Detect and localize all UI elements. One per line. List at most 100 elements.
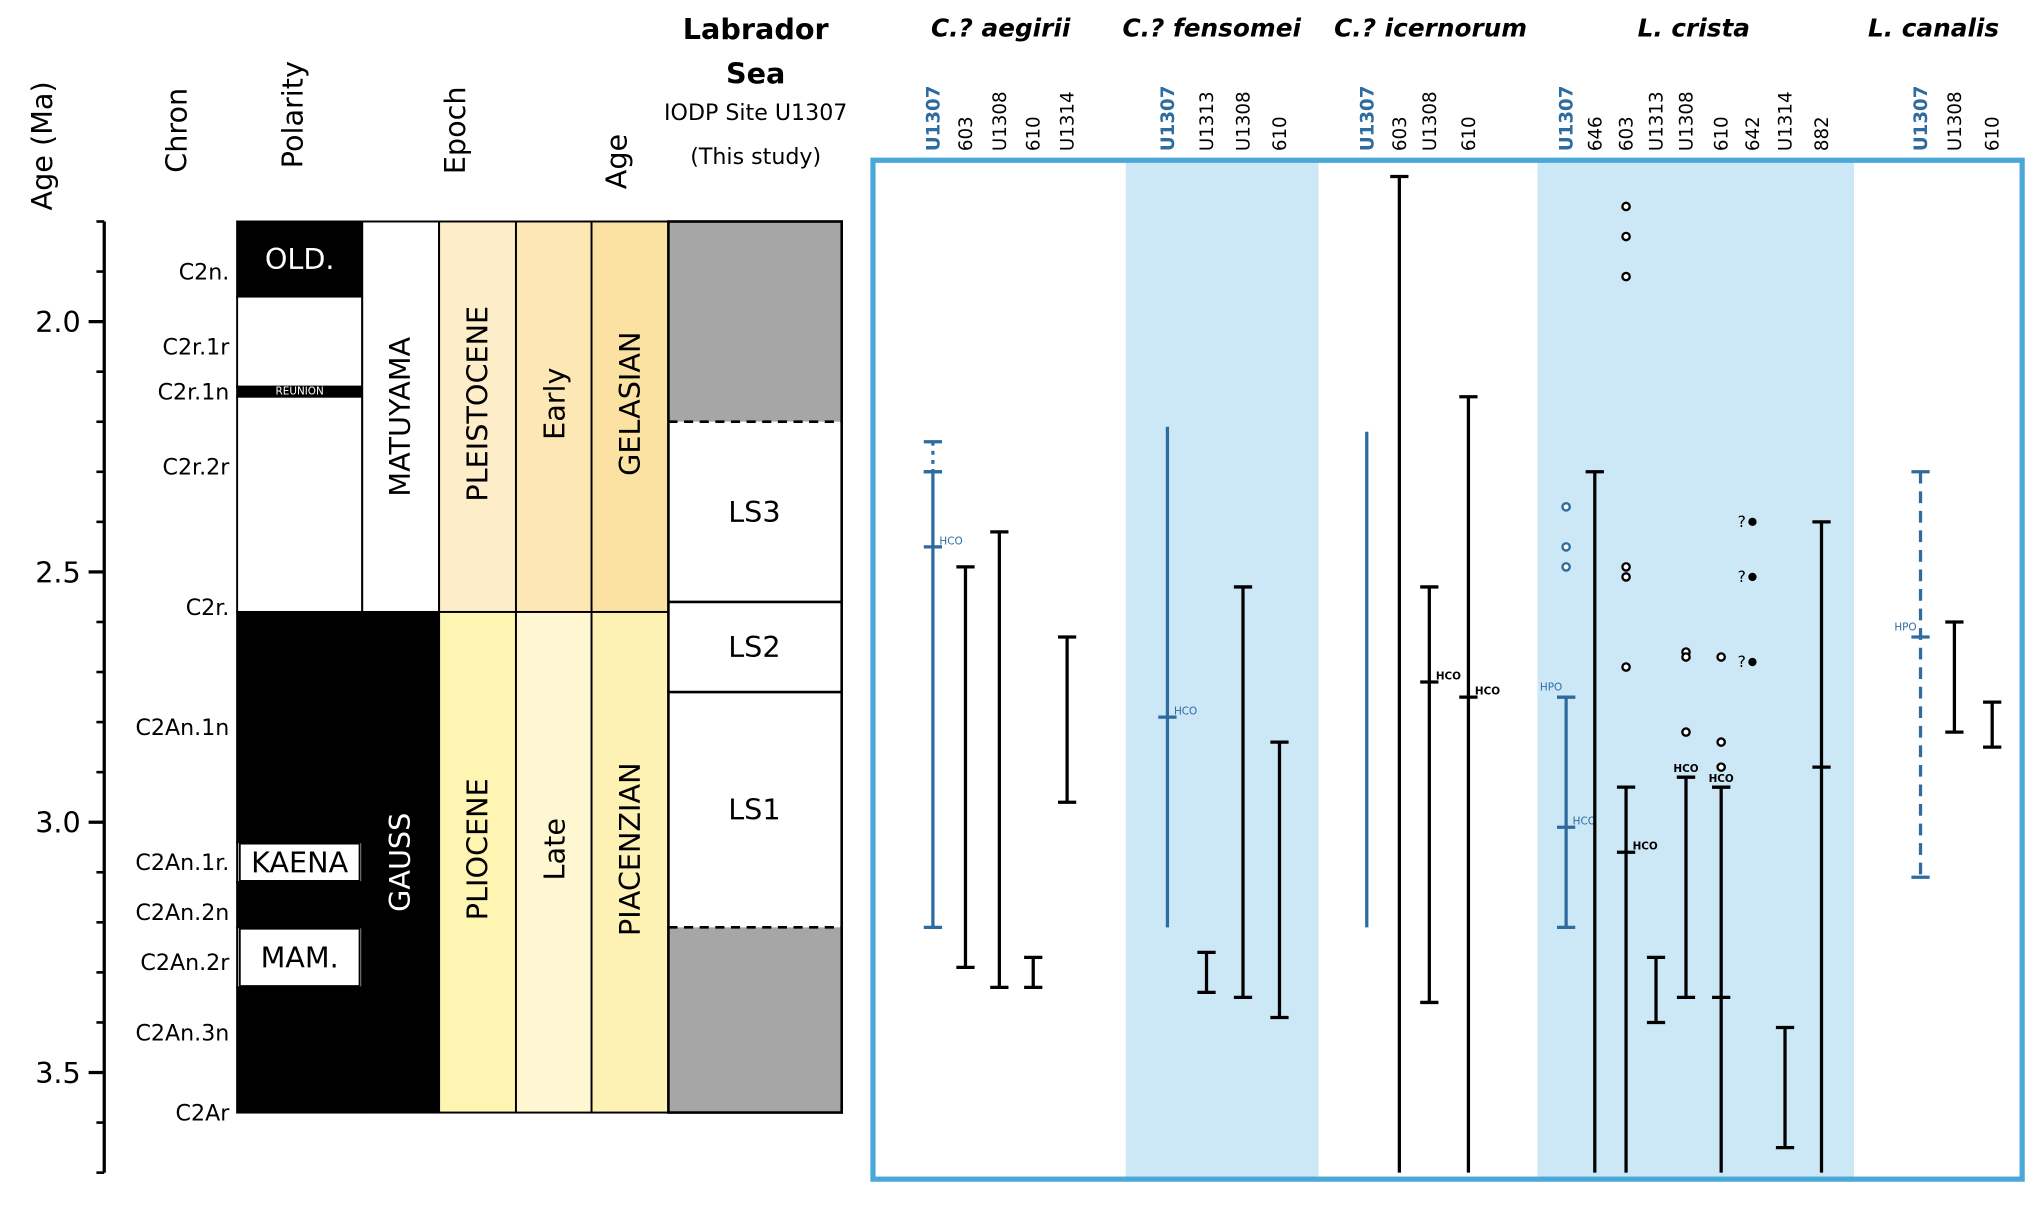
site-label: 642 [1743, 116, 1764, 151]
site-label: U1308 [1234, 91, 1255, 151]
polarity-interval [236, 295, 364, 388]
column-header: Chron [159, 88, 193, 173]
time-interval [438, 220, 517, 613]
event-label: HCO [1633, 841, 1658, 853]
event-label: HCO [1174, 705, 1197, 717]
event-label: HCO [1436, 670, 1461, 682]
column-header: Epoch [438, 86, 472, 174]
site-label: 882 [1812, 116, 1833, 151]
species-band [1125, 161, 1319, 1178]
site-label: U1308 [1945, 91, 1966, 151]
site-label: U1308 [1677, 91, 1698, 151]
site-label: U1307 [1557, 86, 1578, 152]
tick-label: 2.5 [35, 555, 81, 589]
magnetic-label: MATUYAMA [383, 336, 417, 496]
chron-label: C2Ar [176, 1100, 231, 1126]
polarity-interval [236, 395, 364, 613]
polarity-interval [236, 610, 364, 844]
polarity-label: REUNION [276, 386, 324, 398]
unit [668, 421, 842, 602]
site-label: U1314 [1776, 91, 1797, 151]
occurrence [1716, 737, 1726, 747]
site-label: 610 [1270, 116, 1291, 151]
polarity-label: KAENA [251, 845, 348, 879]
tick-label: 3.5 [35, 1056, 81, 1090]
query-label: ? [1738, 512, 1746, 531]
magnetic-label: GAUSS [383, 813, 417, 912]
event-label: HCO [1475, 685, 1500, 697]
polarity-interval [236, 881, 364, 929]
column-header: Sea [726, 56, 785, 90]
interval-label: PLIOCENE [461, 778, 495, 920]
site-label: U1308 [1420, 91, 1441, 151]
chron-label: C2An.2r [140, 950, 230, 976]
unit-label: LS2 [728, 630, 780, 664]
event-label: HCO [1709, 773, 1734, 785]
time-interval [438, 610, 517, 1114]
tick-label: 2.0 [35, 305, 81, 339]
site-label: U1307 [1911, 86, 1932, 152]
unit [668, 601, 842, 693]
interval-label: Late [537, 818, 571, 880]
occurrence [1716, 652, 1726, 662]
site-label: U1308 [990, 91, 1011, 151]
site-label: 610 [1459, 116, 1480, 151]
time-interval [514, 220, 594, 613]
site-label: U1313 [1647, 91, 1668, 151]
panel-border [870, 157, 2025, 1182]
species-band [1537, 161, 1855, 1178]
chron-label: C2r.2r [163, 455, 231, 481]
occurrence [1561, 502, 1571, 512]
polarity-interval [236, 986, 364, 1114]
query-label: ? [1738, 652, 1746, 671]
chron-label: C2n. [179, 259, 230, 285]
site-label: 603 [1390, 116, 1411, 151]
site-label: 610 [1712, 116, 1733, 151]
magnetic-chron [361, 220, 441, 613]
occurrence [1681, 652, 1691, 662]
chron-label: C2An.2n [135, 900, 229, 926]
chron-box [238, 927, 361, 988]
site-label: U1314 [1058, 91, 1079, 151]
queried-occurrence [1748, 657, 1757, 667]
chron-label: C2An.1n [135, 715, 229, 741]
column-note: (This study) [690, 144, 821, 170]
interval-label: PIACENZIAN [613, 762, 647, 936]
interval-label: GELASIAN [613, 332, 647, 476]
event-label: HCO [1573, 816, 1596, 828]
interval-label: PLEISTOCENE [461, 306, 495, 502]
chron-label: C2r. [186, 595, 230, 621]
site-label: 610 [1024, 116, 1045, 151]
site-label: U1307 [1357, 86, 1378, 152]
chron-label: C2r.1n [158, 380, 230, 406]
time-interval [590, 220, 670, 613]
unit [668, 692, 842, 928]
occurrence [1561, 562, 1571, 572]
polarity-label: OLD. [265, 242, 335, 276]
queried-occurrence [1748, 517, 1757, 527]
unit-column [667, 220, 843, 1114]
polarity-interval [236, 220, 364, 298]
site-label: 603 [956, 116, 977, 151]
event-label: HCO [1673, 763, 1698, 775]
chron-label: C2r.1r [163, 334, 231, 360]
tick-label: 3.0 [35, 806, 81, 840]
unit [668, 221, 842, 422]
column-header: Labrador [683, 12, 830, 46]
chron-box [238, 842, 361, 882]
species-name: C.? aegirii [931, 13, 1071, 42]
occurrence [1621, 231, 1631, 242]
event-label: HPO [1540, 682, 1562, 694]
event-label: HCO [939, 535, 962, 547]
unit-label: LS3 [728, 495, 780, 529]
site-label: 646 [1585, 116, 1606, 151]
column-subheader: IODP Site U1307 [664, 100, 847, 126]
occurrence [1621, 201, 1631, 212]
occurrence [1716, 762, 1726, 772]
magnetic-chron [361, 610, 441, 1114]
site-label: 603 [1617, 116, 1638, 151]
query-label: ? [1738, 567, 1746, 586]
unit-label: LS1 [728, 793, 780, 827]
site-label: U1313 [1197, 91, 1218, 151]
